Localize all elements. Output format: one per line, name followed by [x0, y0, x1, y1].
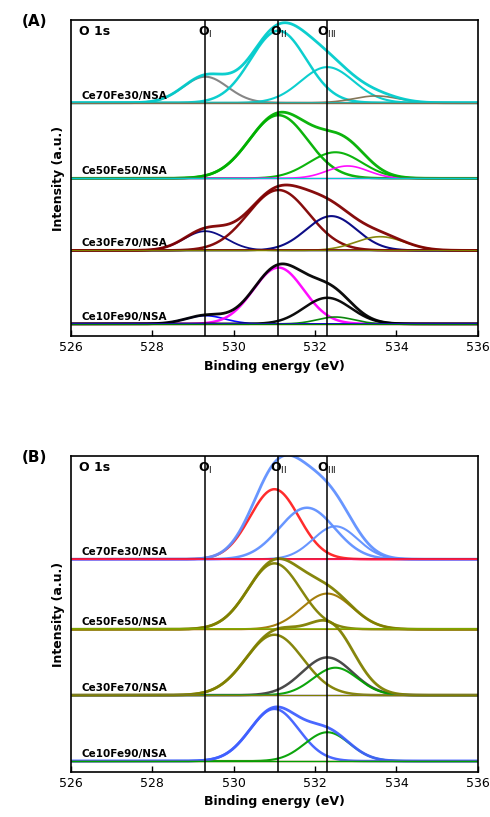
Text: O$_\mathrm{II}$: O$_\mathrm{II}$ [270, 461, 287, 476]
Text: (B): (B) [22, 450, 48, 465]
Text: O$_\mathrm{III}$: O$_\mathrm{III}$ [318, 461, 337, 476]
X-axis label: Binding energy (eV): Binding energy (eV) [204, 796, 345, 809]
Text: O$_\mathrm{I}$: O$_\mathrm{I}$ [198, 461, 213, 476]
Text: O 1s: O 1s [79, 461, 110, 474]
Text: Ce70Fe30/NSA: Ce70Fe30/NSA [81, 91, 167, 100]
Text: O 1s: O 1s [79, 25, 110, 38]
Text: Ce30Fe70/NSA: Ce30Fe70/NSA [81, 683, 167, 693]
Text: O$_\mathrm{III}$: O$_\mathrm{III}$ [318, 25, 337, 40]
Y-axis label: Intensity (a.u.): Intensity (a.u.) [52, 126, 66, 231]
Text: Ce50Fe50/NSA: Ce50Fe50/NSA [81, 617, 167, 627]
Text: (A): (A) [22, 14, 48, 29]
Text: Ce50Fe50/NSA: Ce50Fe50/NSA [81, 167, 167, 176]
Text: O$_\mathrm{I}$: O$_\mathrm{I}$ [198, 25, 213, 40]
Text: Ce70Fe30/NSA: Ce70Fe30/NSA [81, 547, 167, 557]
Text: O$_\mathrm{II}$: O$_\mathrm{II}$ [270, 25, 287, 40]
X-axis label: Binding energy (eV): Binding energy (eV) [204, 359, 345, 373]
Y-axis label: Intensity (a.u.): Intensity (a.u.) [52, 561, 66, 667]
Text: Ce10Fe90/NSA: Ce10Fe90/NSA [81, 312, 167, 322]
Text: Ce10Fe90/NSA: Ce10Fe90/NSA [81, 749, 167, 759]
Text: Ce30Fe70/NSA: Ce30Fe70/NSA [81, 239, 167, 248]
